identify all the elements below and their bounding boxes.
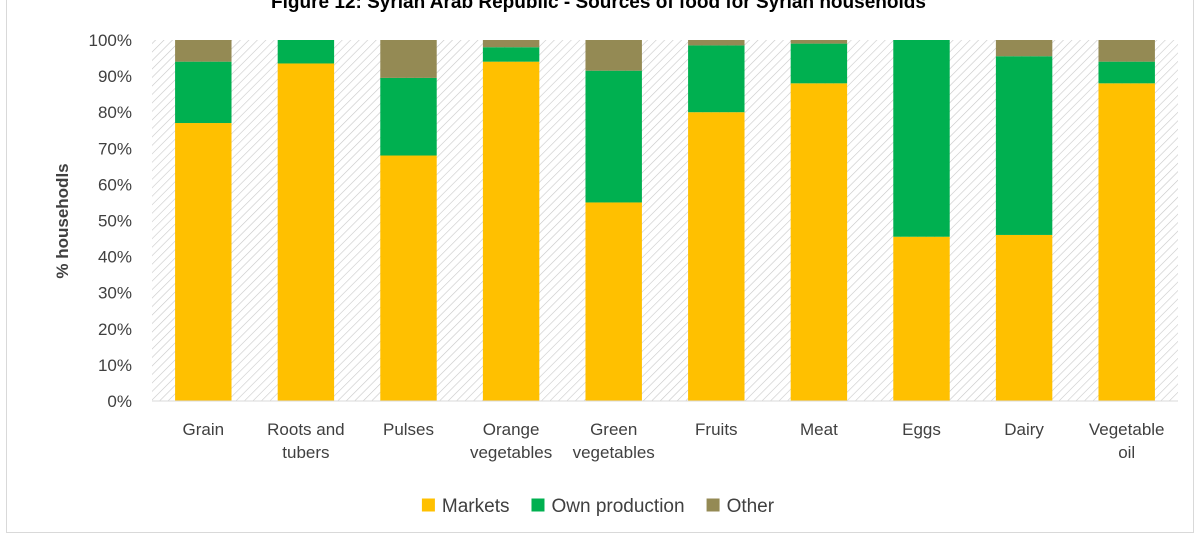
x-tick-label: Grain — [183, 420, 225, 439]
bar-own-production — [995, 56, 1053, 235]
y-tick-label: 40% — [98, 248, 132, 267]
bar-own-production — [893, 40, 950, 237]
y-axis: 0% 10% 20% 30% 40% 50% 60% 70% 80% 90% 100% — [89, 31, 132, 411]
bars-group — [175, 40, 1155, 402]
legend: Markets Own production Other — [421, 496, 775, 517]
bar-own-production — [175, 61, 232, 124]
x-tick-label: Orange — [483, 420, 540, 439]
bar-other — [380, 40, 437, 78]
legend-swatch-own-production — [531, 498, 545, 512]
x-tick-label: vegetables — [470, 443, 552, 462]
x-tick-label: Pulses — [383, 420, 434, 439]
bar-other — [482, 40, 540, 48]
bar-markets — [1098, 83, 1155, 401]
x-tick-label: Fruits — [695, 420, 738, 439]
legend-swatch-other — [706, 498, 720, 512]
y-tick-label: 50% — [98, 212, 132, 231]
bar-own-production — [585, 70, 642, 203]
bar-other — [995, 40, 1053, 57]
y-tick-label: 30% — [98, 284, 132, 303]
bar-own-production — [790, 43, 848, 84]
y-axis-title: % househodls — [53, 163, 72, 278]
x-tick-label: Roots and — [267, 420, 345, 439]
x-tick-label: Meat — [800, 420, 838, 439]
bar-own-production — [1098, 61, 1155, 84]
bar-markets — [893, 236, 950, 401]
bar-markets — [585, 202, 642, 401]
bar-own-production — [688, 45, 745, 113]
y-tick-label: 70% — [98, 139, 132, 158]
bar-markets — [995, 234, 1053, 401]
x-tick-label: Vegetable — [1089, 420, 1165, 439]
bar-markets — [688, 112, 745, 401]
bar-other — [688, 40, 745, 46]
y-tick-label: 20% — [98, 320, 132, 339]
chart-title: Figure 12: Syrian Arab Republic - Source… — [271, 0, 926, 13]
bar-other — [585, 40, 642, 71]
legend-label-markets: Markets — [442, 496, 510, 517]
bar-markets — [277, 63, 335, 402]
y-tick-label: 100% — [89, 31, 132, 50]
y-tick-label: 60% — [98, 175, 132, 194]
bar-markets — [790, 83, 848, 401]
x-tick-label: oil — [1118, 443, 1135, 462]
legend-swatch-markets — [421, 498, 435, 512]
legend-label-own-production: Own production — [551, 496, 684, 517]
legend-label-other: Other — [727, 496, 775, 517]
bar-other — [1098, 40, 1155, 62]
x-tick-label: tubers — [282, 443, 329, 462]
bar-own-production — [380, 77, 437, 156]
x-axis: Grain Roots and tubers Pulses Orange vegetabl… — [183, 420, 1165, 462]
x-tick-label: vegetables — [573, 443, 655, 462]
y-tick-label: 80% — [98, 103, 132, 122]
bar-markets — [482, 61, 540, 401]
bar-markets — [380, 155, 437, 401]
y-tick-label: 10% — [98, 356, 132, 375]
bar-other — [175, 40, 232, 62]
y-tick-label: 0% — [107, 392, 132, 411]
x-tick-label: Dairy — [1004, 420, 1044, 439]
y-tick-label: 90% — [98, 67, 132, 86]
bar-own-production — [277, 40, 335, 64]
x-tick-label: Eggs — [902, 420, 941, 439]
bar-markets — [175, 123, 232, 401]
bar-other — [790, 40, 848, 44]
x-tick-label: Green — [590, 420, 637, 439]
bar-own-production — [482, 47, 540, 62]
